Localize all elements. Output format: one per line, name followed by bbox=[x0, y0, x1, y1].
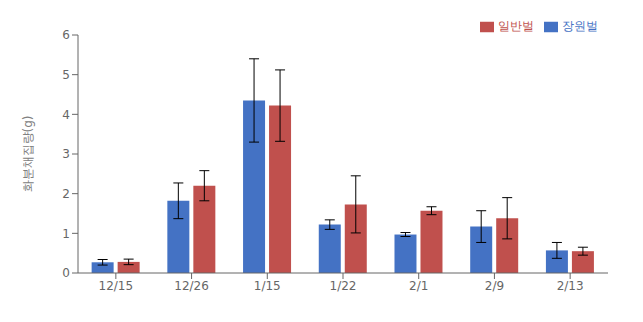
svg-text:2/9: 2/9 bbox=[485, 279, 504, 293]
svg-text:2/13: 2/13 bbox=[557, 279, 584, 293]
html-text:장원벌: 장원벌 bbox=[562, 19, 598, 33]
svg-text:12/26: 12/26 bbox=[174, 279, 209, 293]
svg-text:2: 2 bbox=[62, 187, 70, 201]
svg-text:0: 0 bbox=[62, 266, 70, 280]
svg-text:1: 1 bbox=[62, 227, 70, 241]
svg-text:4: 4 bbox=[62, 108, 70, 122]
svg-text:1/22: 1/22 bbox=[330, 279, 357, 293]
html-text:일반벌: 일반벌 bbox=[498, 19, 534, 33]
svg-text:1/15: 1/15 bbox=[254, 279, 281, 293]
svg-text:6: 6 bbox=[62, 28, 70, 42]
svg-text:5: 5 bbox=[62, 68, 70, 82]
svg-text:3: 3 bbox=[62, 147, 70, 161]
svg-text:12/15: 12/15 bbox=[99, 279, 134, 293]
svg-text:2/1: 2/1 bbox=[409, 279, 428, 293]
svg-text:화분채집량(g): 화분채집량(g) bbox=[21, 116, 35, 193]
